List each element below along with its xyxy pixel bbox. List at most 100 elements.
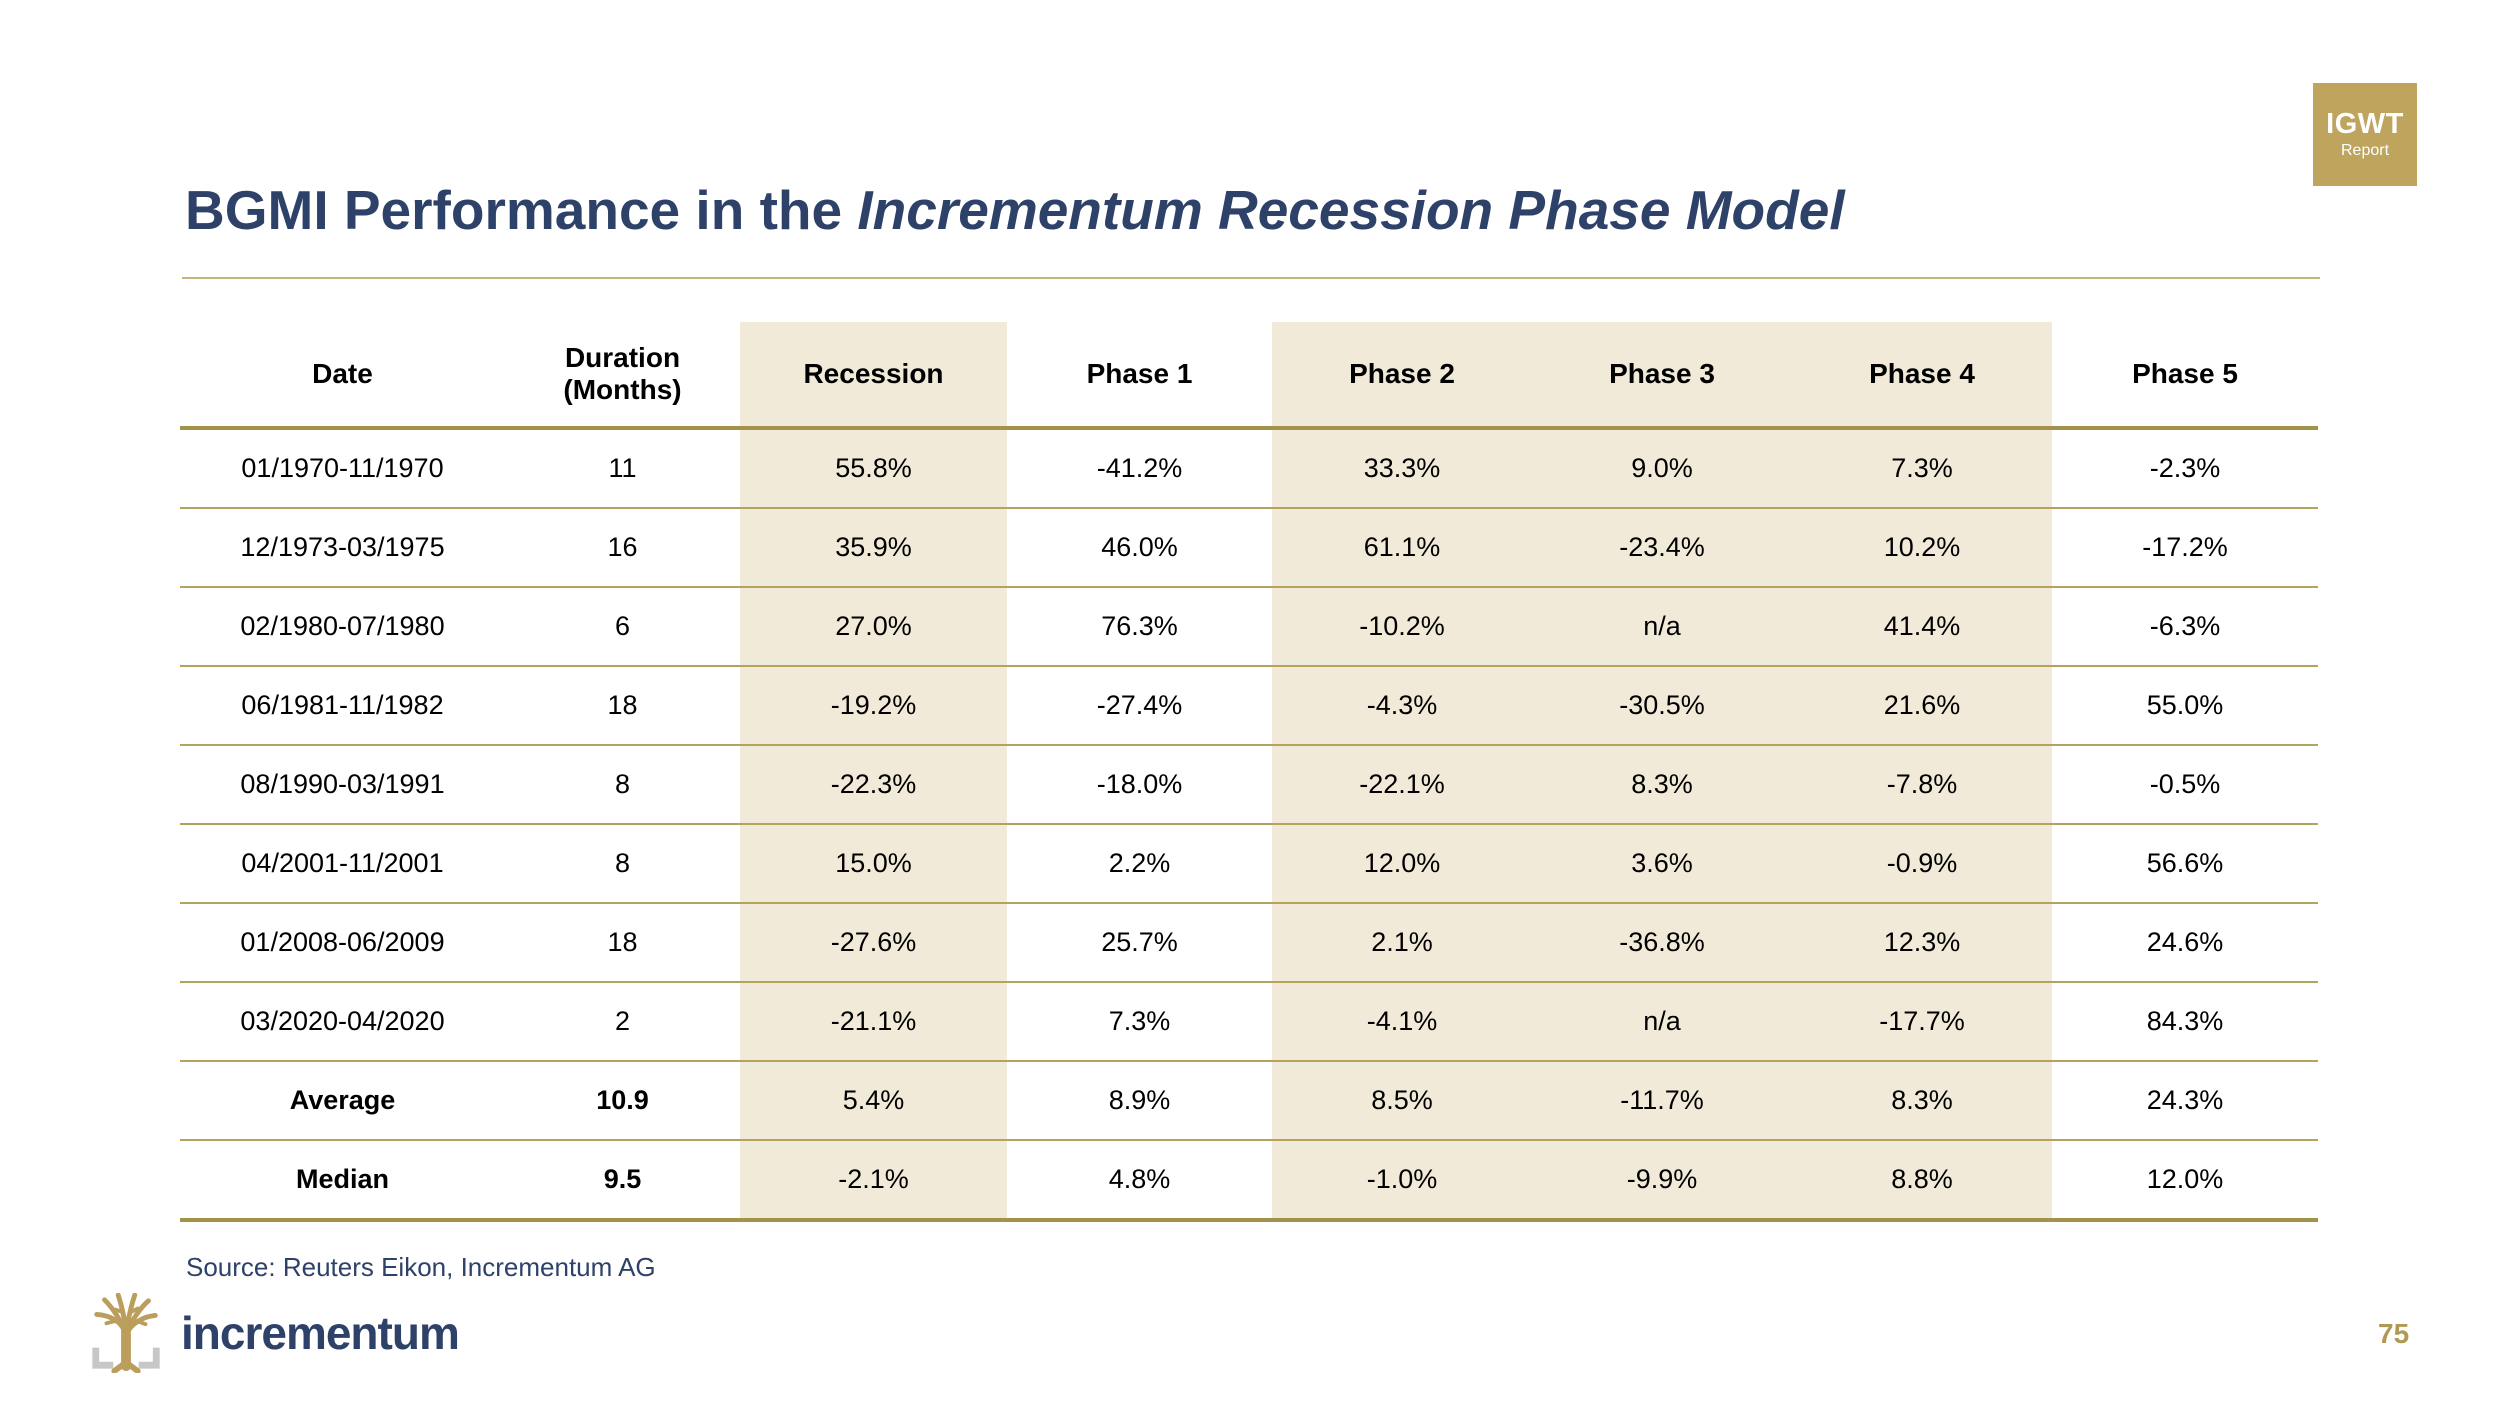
phase1-value-cell: 7.3%: [1007, 982, 1272, 1062]
phase4-value-cell: 41.4%: [1792, 587, 2052, 667]
duration-cell: 18: [505, 666, 740, 746]
badge-title: IGWT: [2326, 107, 2404, 140]
column-header-duration: Duration (Months): [505, 322, 740, 430]
phase2-value-cell: -4.1%: [1272, 982, 1532, 1062]
recession-value-cell: -21.1%: [740, 982, 1007, 1062]
phase1-value-cell: 4.8%: [1007, 1140, 1272, 1222]
phase5-value-cell: 12.0%: [2052, 1140, 2318, 1222]
phase5-value-cell: 84.3%: [2052, 982, 2318, 1062]
recession-value-cell: 27.0%: [740, 587, 1007, 667]
phase1-value-cell: 76.3%: [1007, 587, 1272, 667]
phase2-value-cell: 8.5%: [1272, 1061, 1532, 1141]
phase2-value-cell: -4.3%: [1272, 666, 1532, 746]
date-cell: 06/1981-11/1982: [180, 666, 505, 746]
recession-value-cell: -2.1%: [740, 1140, 1007, 1222]
phase5-value-cell: 24.6%: [2052, 903, 2318, 983]
column-header-phase3: Phase 3: [1532, 322, 1792, 430]
duration-cell: 2: [505, 982, 740, 1062]
table-row: 02/1980-07/1980 6 27.0% 76.3% -10.2% n/a…: [180, 587, 2318, 667]
date-cell: 02/1980-07/1980: [180, 587, 505, 667]
phase3-value-cell: 9.0%: [1532, 428, 1792, 509]
phase4-value-cell: 12.3%: [1792, 903, 2052, 983]
recession-value-cell: 55.8%: [740, 428, 1007, 509]
phase1-value-cell: -18.0%: [1007, 745, 1272, 825]
phase3-value-cell: n/a: [1532, 982, 1792, 1062]
column-header-phase4: Phase 4: [1792, 322, 2052, 430]
duration-cell: 8: [505, 745, 740, 825]
phase4-value-cell: 10.2%: [1792, 508, 2052, 588]
phase4-value-cell: 7.3%: [1792, 428, 2052, 509]
phase1-value-cell: 46.0%: [1007, 508, 1272, 588]
phase3-value-cell: 3.6%: [1532, 824, 1792, 904]
header-row: Date Duration (Months) Recession Phase 1…: [180, 322, 2318, 430]
performance-table: Date Duration (Months) Recession Phase 1…: [180, 322, 2318, 1222]
duration-cell: 8: [505, 824, 740, 904]
phase4-value-cell: 8.8%: [1792, 1140, 2052, 1222]
igwt-report-badge: IGWT Report: [2313, 83, 2417, 186]
duration-cell: 16: [505, 508, 740, 588]
phase1-value-cell: -41.2%: [1007, 428, 1272, 509]
phase3-value-cell: 8.3%: [1532, 745, 1792, 825]
phase3-value-cell: -30.5%: [1532, 666, 1792, 746]
recession-value-cell: 15.0%: [740, 824, 1007, 904]
phase5-value-cell: 56.6%: [2052, 824, 2318, 904]
phase3-value-cell: -9.9%: [1532, 1140, 1792, 1222]
phase1-value-cell: -27.4%: [1007, 666, 1272, 746]
date-cell: 01/1970-11/1970: [180, 428, 505, 509]
phase2-value-cell: -1.0%: [1272, 1140, 1532, 1222]
table-row: 08/1990-03/1991 8 -22.3% -18.0% -22.1% 8…: [180, 745, 2318, 825]
duration-cell: 18: [505, 903, 740, 983]
phase4-value-cell: -7.8%: [1792, 745, 2052, 825]
duration-cell: 6: [505, 587, 740, 667]
phase2-value-cell: 2.1%: [1272, 903, 1532, 983]
phase1-value-cell: 2.2%: [1007, 824, 1272, 904]
phase4-value-cell: -17.7%: [1792, 982, 2052, 1062]
incrementum-logo: incrementum: [85, 1293, 460, 1373]
recession-value-cell: -22.3%: [740, 745, 1007, 825]
column-header-phase5: Phase 5: [2052, 322, 2318, 430]
phase4-value-cell: -0.9%: [1792, 824, 2052, 904]
page-title-italic: Incrementum Recession Phase Model: [857, 179, 1845, 241]
table-row: Median 9.5 -2.1% 4.8% -1.0% -9.9% 8.8% 1…: [180, 1140, 2318, 1222]
phase5-value-cell: -17.2%: [2052, 508, 2318, 588]
recession-value-cell: -27.6%: [740, 903, 1007, 983]
page-number: 75: [2378, 1318, 2410, 1349]
duration-cell: 10.9: [505, 1061, 740, 1141]
phase2-value-cell: 12.0%: [1272, 824, 1532, 904]
phase3-value-cell: -11.7%: [1532, 1061, 1792, 1141]
phase4-value-cell: 21.6%: [1792, 666, 2052, 746]
phase5-value-cell: 24.3%: [2052, 1061, 2318, 1141]
badge-subtitle: Report: [2340, 141, 2390, 159]
phase3-value-cell: n/a: [1532, 587, 1792, 667]
phase5-value-cell: -2.3%: [2052, 428, 2318, 509]
phase3-value-cell: -23.4%: [1532, 508, 1792, 588]
column-header-phase2: Phase 2: [1272, 322, 1532, 430]
title-divider: [182, 277, 2320, 279]
phase2-value-cell: -10.2%: [1272, 587, 1532, 667]
phase5-value-cell: 55.0%: [2052, 666, 2318, 746]
tree-icon: [92, 1293, 160, 1373]
date-cell: Median: [180, 1140, 505, 1222]
duration-cell: 9.5: [505, 1140, 740, 1222]
phase5-value-cell: -0.5%: [2052, 745, 2318, 825]
phase2-value-cell: -22.1%: [1272, 745, 1532, 825]
performance-table-wrap: Date Duration (Months) Recession Phase 1…: [180, 322, 2318, 1222]
date-cell: 04/2001-11/2001: [180, 824, 505, 904]
table-row: 01/2008-06/2009 18 -27.6% 25.7% 2.1% -36…: [180, 903, 2318, 983]
column-header-phase1: Phase 1: [1007, 322, 1272, 430]
phase2-value-cell: 33.3%: [1272, 428, 1532, 509]
recession-value-cell: 35.9%: [740, 508, 1007, 588]
phase1-value-cell: 8.9%: [1007, 1061, 1272, 1141]
recession-value-cell: 5.4%: [740, 1061, 1007, 1141]
date-cell: 08/1990-03/1991: [180, 745, 505, 825]
phase3-value-cell: -36.8%: [1532, 903, 1792, 983]
phase4-value-cell: 8.3%: [1792, 1061, 2052, 1141]
date-cell: Average: [180, 1061, 505, 1141]
source-note: Source: Reuters Eikon, Incrementum AG: [186, 1252, 656, 1282]
phase1-value-cell: 25.7%: [1007, 903, 1272, 983]
page-title-regular: BGMI Performance in the: [185, 179, 858, 241]
table-row: 06/1981-11/1982 18 -19.2% -27.4% -4.3% -…: [180, 666, 2318, 746]
page-title: BGMI Performance in the Incrementum Rece…: [185, 178, 2385, 242]
column-header-recession: Recession: [740, 322, 1007, 430]
